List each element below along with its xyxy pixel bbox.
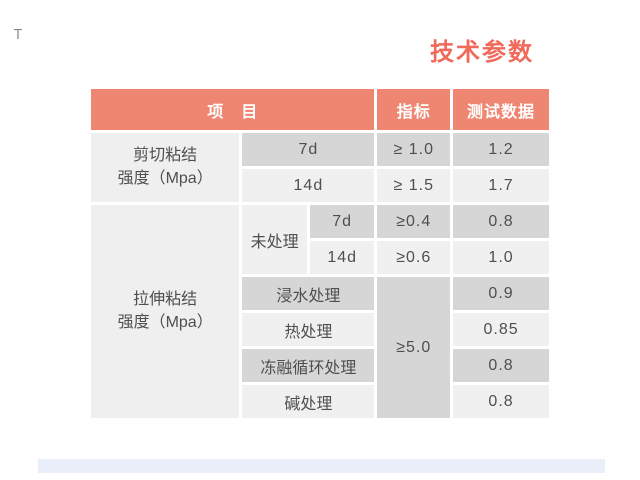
tensile-untreated-14d-age: 14d: [309, 241, 375, 274]
tensile-water-value: 0.9: [453, 277, 549, 310]
tensile-untreated-14d-index: ≥0.6: [377, 241, 451, 274]
tensile-untreated-7d-age: 7d: [309, 205, 375, 238]
shear-14d-value: 1.7: [453, 169, 549, 202]
shear-category-cell: 剪切粘结 强度（Mpa）: [91, 133, 240, 202]
table-row: 14d ≥ 1.5 1.7: [91, 169, 549, 202]
tensile-untreated-14d-value: 1.0: [453, 241, 549, 274]
shear-category-line2: 强度（Mpa）: [117, 169, 213, 187]
tensile-heat-value: 0.85: [453, 313, 549, 346]
header-item: 项 目: [91, 89, 375, 130]
tensile-untreated-7d-index: ≥0.4: [377, 205, 451, 238]
table-row: 浸水处理 ≥5.0 0.9: [91, 277, 549, 418]
tensile-category-line1: 拉伸粘结: [133, 291, 198, 309]
shear-14d-age: 14d: [242, 169, 375, 202]
footer-accent-bar: [38, 459, 605, 473]
tensile-water-label: 浸水处理: [242, 277, 375, 310]
tensile-untreated-label: 未处理: [242, 205, 307, 274]
tensile-heat-label: 热处理: [242, 313, 375, 346]
table-row: 热处理 0.85: [91, 313, 549, 346]
header-test-data: 测试数据: [453, 89, 549, 130]
tensile-untreated-7d-value: 0.8: [453, 205, 549, 238]
shear-7d-index: ≥ 1.0: [377, 133, 451, 166]
tensile-category-cell: 拉伸粘结 强度（Mpa）: [91, 205, 240, 418]
shear-category-line1: 剪切粘结: [133, 147, 198, 165]
table-row: 剪切粘结 强度（Mpa） 7d ≥ 1.0 1.2: [91, 133, 549, 202]
table-header-row: 项 目 指标 测试数据: [91, 89, 549, 130]
header-index: 指标: [377, 89, 451, 130]
table-row: 碱处理 0.8: [91, 385, 549, 418]
shear-14d-index: ≥ 1.5: [377, 169, 451, 202]
tensile-alkali-label: 碱处理: [242, 385, 375, 418]
shear-7d-value: 1.2: [453, 133, 549, 166]
corner-mark: T: [14, 28, 22, 43]
tensile-freezethaw-label: 冻融循环处理: [242, 349, 375, 382]
table-row: 拉伸粘结 强度（Mpa） 未处理 7d ≥0.4 0.8: [91, 205, 549, 418]
page-title: 技术参数: [430, 39, 534, 66]
shear-7d-age: 7d: [242, 133, 375, 166]
tensile-category-line2: 强度（Mpa）: [117, 313, 213, 331]
table-row: 14d ≥0.6 1.0: [91, 241, 549, 274]
tensile-shared-index: ≥5.0: [377, 277, 451, 418]
tensile-freezethaw-value: 0.8: [453, 349, 549, 382]
tensile-alkali-value: 0.8: [453, 385, 549, 418]
table-row: 冻融循环处理 0.8: [91, 349, 549, 382]
technical-parameters-table: 项 目 指标 测试数据 剪切粘结 强度（Mpa） 7d ≥ 1.0 1.2 14…: [88, 86, 552, 421]
